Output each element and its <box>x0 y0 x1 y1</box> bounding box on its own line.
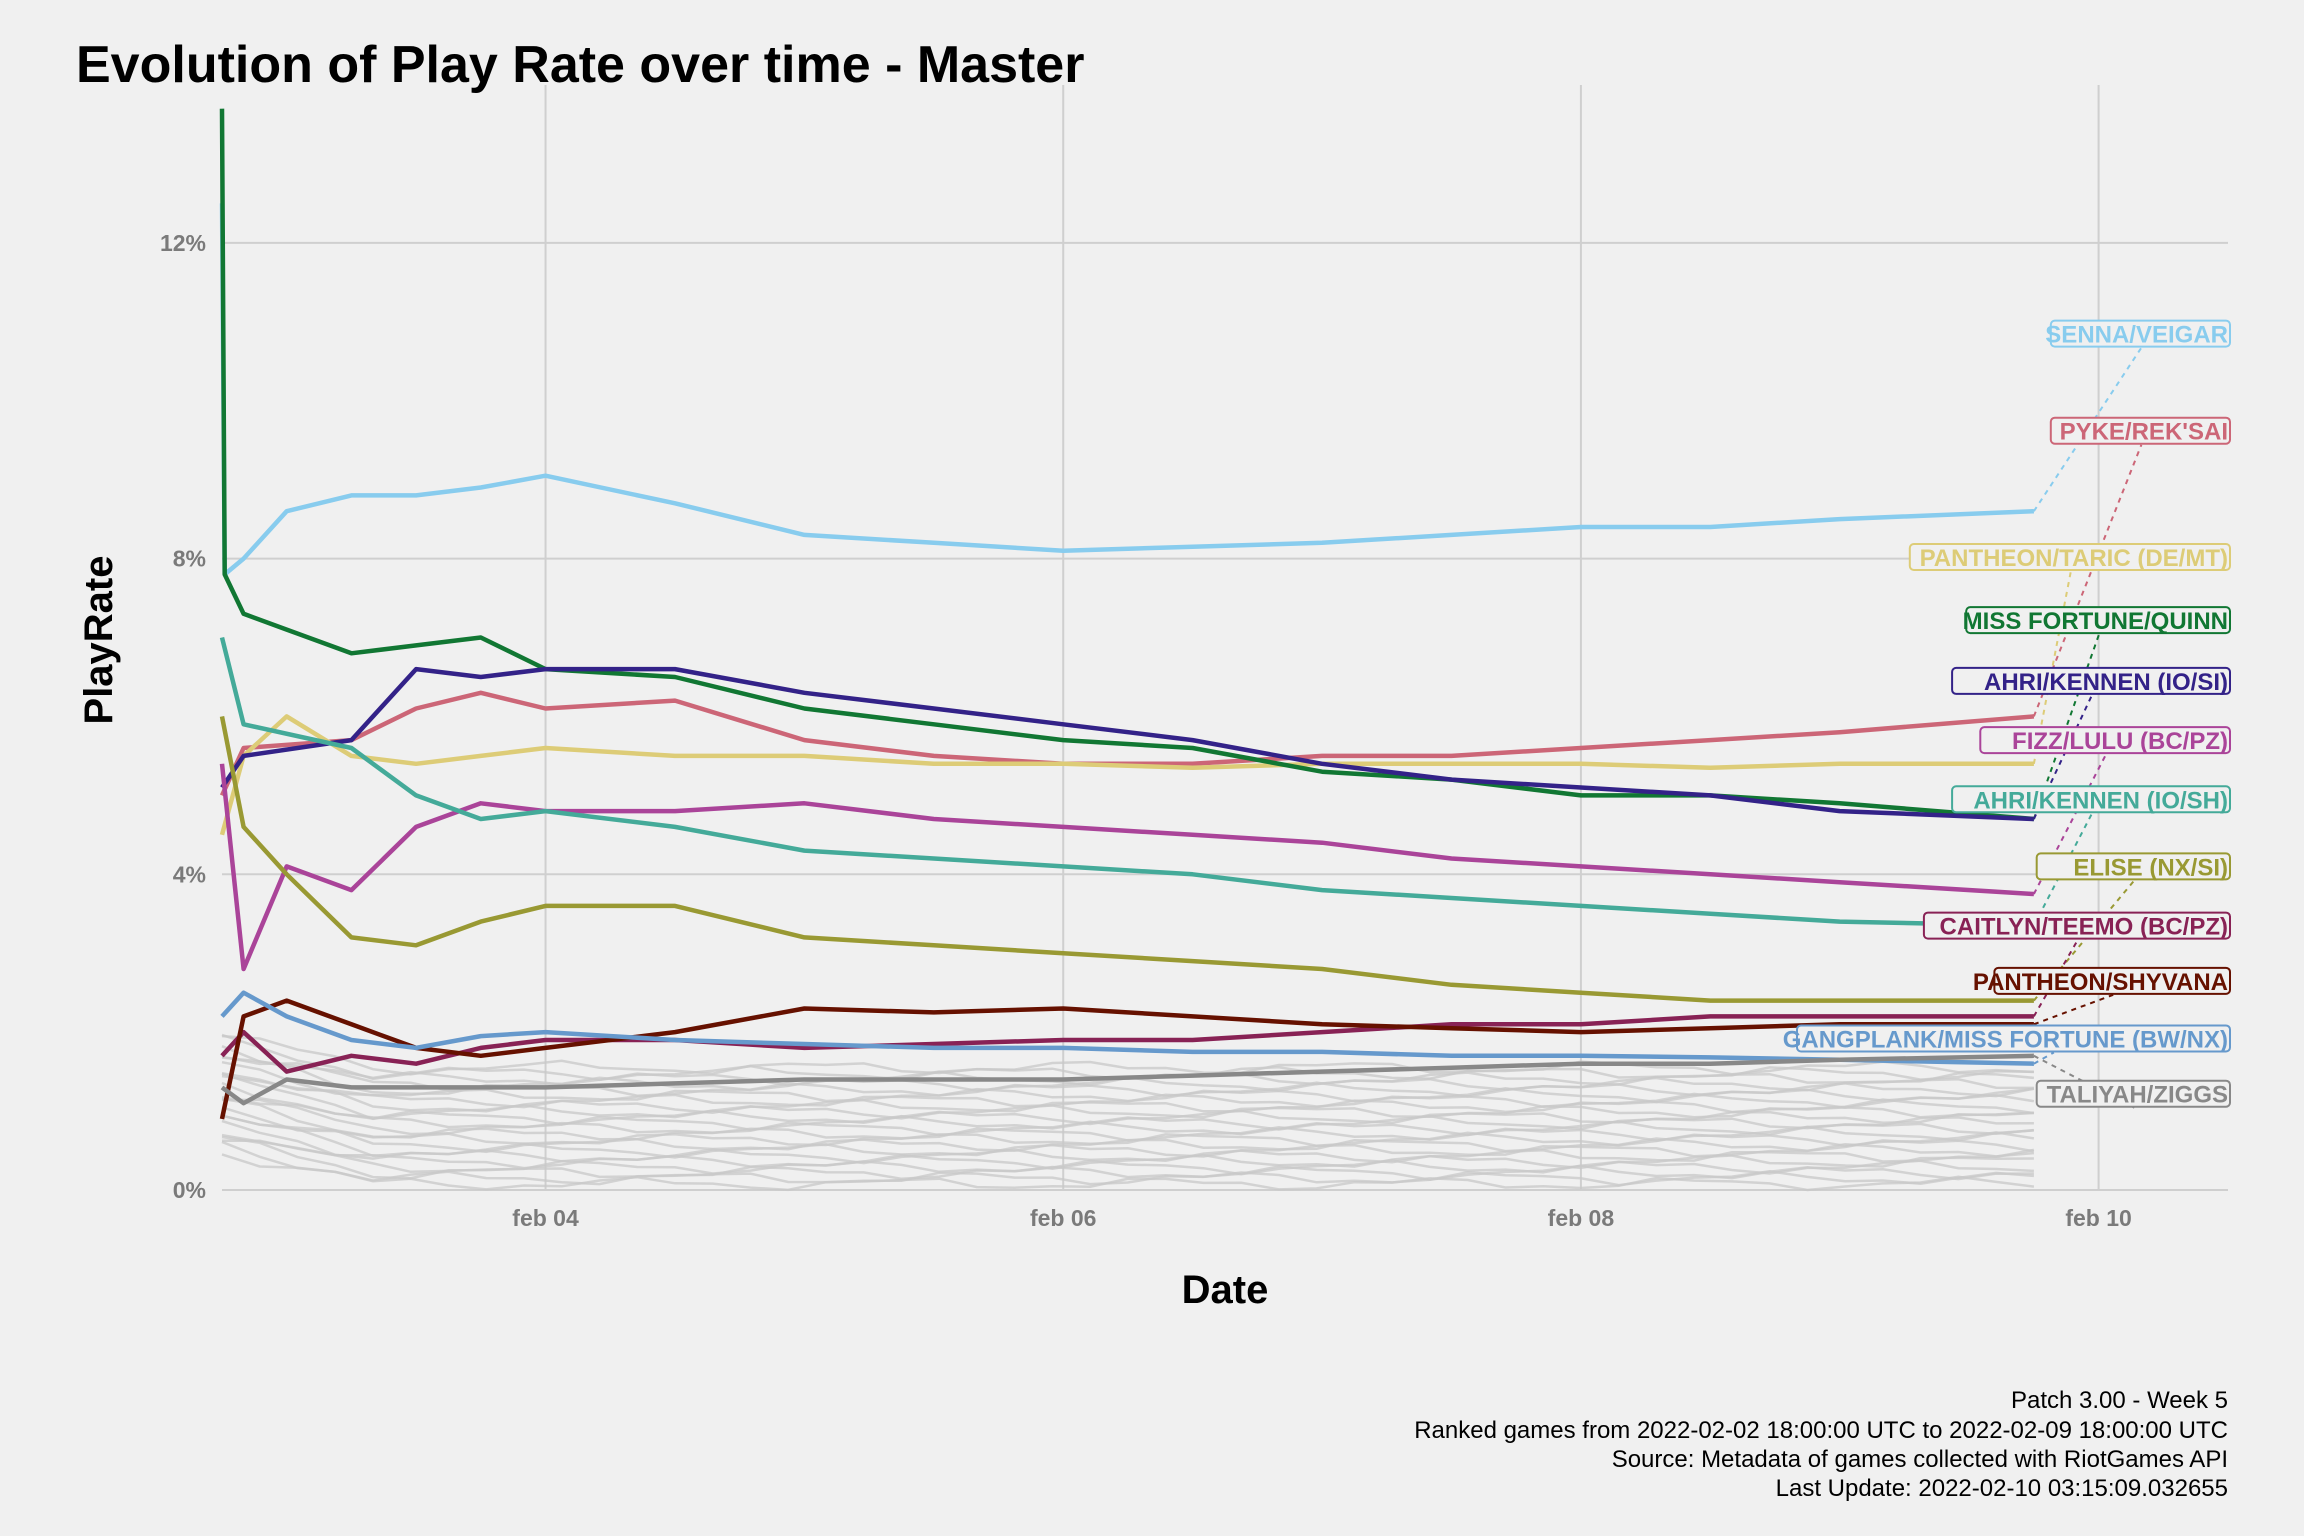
y-axis-title: PlayRate <box>77 556 121 725</box>
y-tick-label: 0% <box>173 1177 206 1203</box>
series-line-pyke-rek-sai <box>219 690 2035 797</box>
series-label-box <box>1922 911 2232 940</box>
y-tick-label: 8% <box>173 546 206 572</box>
series-label: ELISE (NX/SI) <box>2073 854 2228 881</box>
series-line-gangplank-miss-fortune-bw-nx <box>220 990 2034 1066</box>
x-tick-label: feb 06 <box>1030 1205 1096 1231</box>
series-line-ahri-kennen-io-si <box>220 666 2034 822</box>
background-series-line <box>222 1098 2035 1137</box>
series-line-elise-nx-si <box>219 715 2034 1003</box>
y-tick-label: 12% <box>160 230 206 256</box>
background-series-line <box>221 1119 2035 1165</box>
background-series-layer <box>221 1033 2035 1192</box>
series-label-box <box>2035 1079 2231 1108</box>
background-series-line <box>221 1071 2035 1109</box>
series-line-fizz-lulu-bc-pz <box>219 763 2035 972</box>
label-connector <box>2033 1051 2055 1065</box>
series-line-ahri-kennen-io-sh <box>219 636 2034 928</box>
series-label-layer: SENNA/VEIGAR PYKE/REK'SAI PANTHEON/TARIC (… <box>1783 319 2232 1109</box>
highlighted-series-layer <box>219 108 2035 1120</box>
series-label: PYKE/REK'SAI <box>2060 419 2228 446</box>
background-series-line <box>221 1153 2035 1192</box>
series-line-senna-veigar <box>219 203 2034 577</box>
series-label-box <box>2049 319 2232 348</box>
series-label: AHRI/KENNEN (IO/SI) <box>1984 669 2228 696</box>
chart-title: Evolution of Play Rate over time - Maste… <box>76 36 1084 94</box>
x-tick-label: feb 10 <box>2065 1205 2131 1231</box>
background-series-line <box>221 1072 2034 1121</box>
x-tick-label: feb 04 <box>512 1205 579 1231</box>
x-axis-title: Date <box>1182 1268 1269 1312</box>
axis-ticks-layer: 0% 4% 8% 12% feb 04 feb 06 feb 08 feb 10 <box>160 230 2132 1231</box>
label-connector <box>2033 347 2143 512</box>
label-connector <box>2032 444 2143 717</box>
series-label-box <box>1796 1024 2231 1053</box>
caption-line-range: Ranked games from 2022-02-02 18:00:00 UT… <box>1414 1417 2228 1444</box>
label-connector <box>2032 753 2108 895</box>
x-tick-label: feb 08 <box>1548 1205 1615 1231</box>
series-label: CAITLYN/TEEMO (BC/PZ) <box>1940 914 2228 941</box>
label-connector <box>2033 879 2136 1002</box>
series-label: FIZZ/LULU (BC/PZ) <box>2012 728 2228 755</box>
series-label-box <box>1951 666 2231 695</box>
background-series-line <box>221 1135 2034 1181</box>
caption-line-patch: Patch 3.00 - Week 5 <box>2011 1387 2228 1414</box>
series-label-box <box>1993 966 2232 995</box>
series-label: PANTHEON/TARIC (DE/MT) <box>1920 545 2228 572</box>
background-series-line <box>221 1140 2034 1187</box>
series-line-taliyah-ziggs <box>220 1053 2034 1106</box>
series-line-pantheon-shyvana <box>219 998 2034 1120</box>
series-label-box <box>1965 606 2231 635</box>
y-tick-label: 4% <box>173 861 206 887</box>
caption-line-update: Last Update: 2022-02-10 03:15:09.032655 <box>1776 1475 2228 1502</box>
grid-layer <box>222 85 2228 1191</box>
series-label: AHRI/KENNEN (IO/SH) <box>1973 787 2228 814</box>
series-line-pantheon-taric-de-mt <box>219 714 2034 836</box>
series-label-box <box>1908 542 2232 571</box>
series-label-box <box>2035 852 2231 881</box>
series-line-miss-fortune-quinn <box>219 108 2035 822</box>
series-label: SENNA/VEIGAR <box>2045 322 2228 349</box>
series-label-box <box>1951 785 2231 814</box>
series-label: PANTHEON/SHYVANA <box>1973 969 2228 996</box>
caption: Patch 3.00 - Week 5 Ranked games from 20… <box>1414 1387 2228 1502</box>
label-connector <box>2033 993 2114 1026</box>
series-label-box <box>1979 726 2232 755</box>
caption-line-source: Source: Metadata of games collected with… <box>1612 1446 2228 1473</box>
series-label: TALIYAH/ZIGGS <box>2047 1082 2228 1109</box>
series-label: GANGPLANK/MISS FORTUNE (BW/NX) <box>1783 1026 2228 1053</box>
series-label: MISS FORTUNE/QUINN <box>1963 608 2228 635</box>
series-label-box <box>2049 416 2232 445</box>
